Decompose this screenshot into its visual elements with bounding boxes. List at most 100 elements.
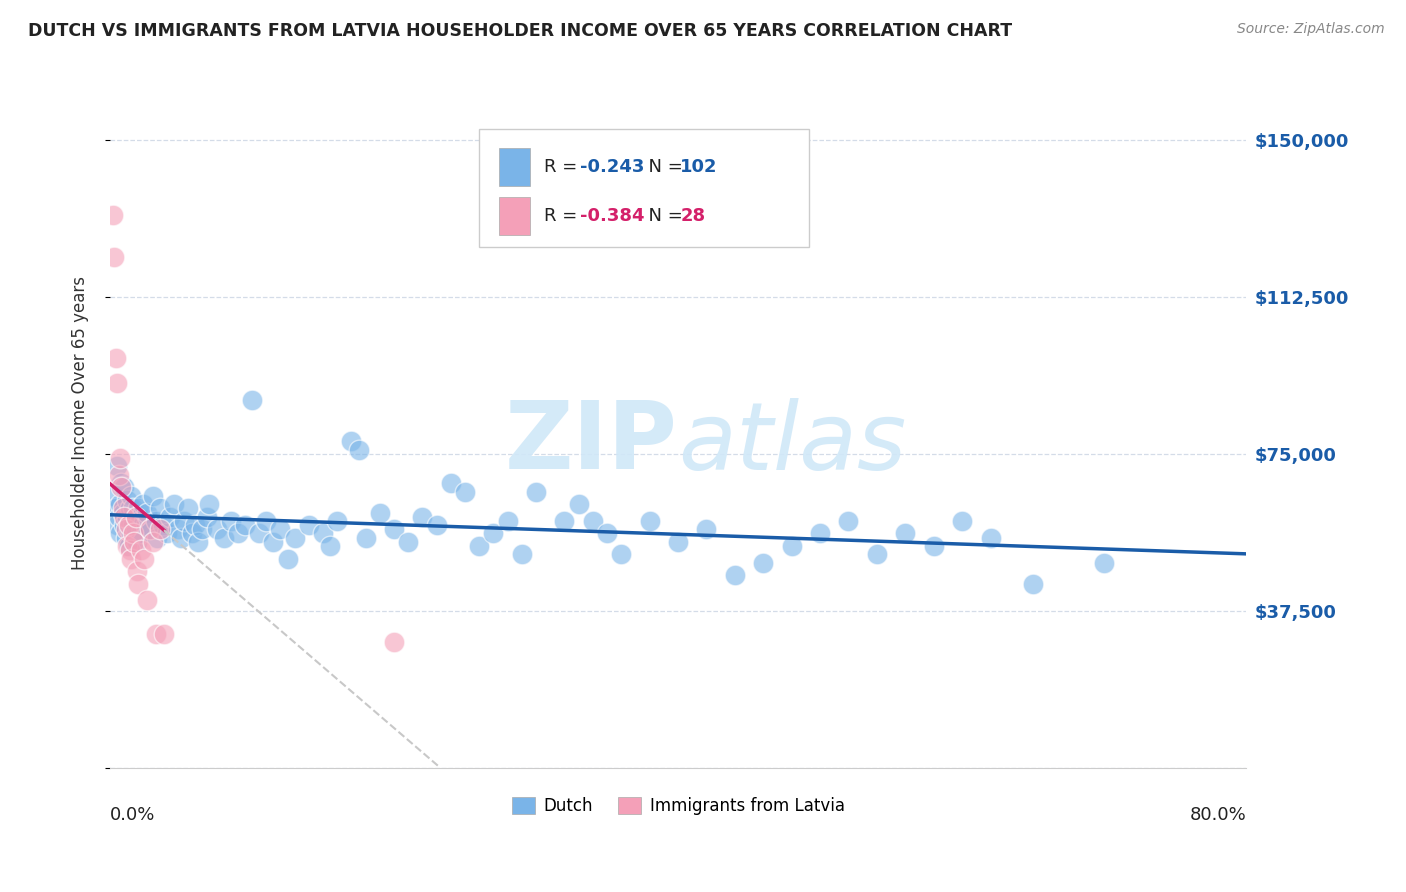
Text: 102: 102: [681, 158, 718, 176]
Point: [125, 534, 148, 549]
Point: [382, 522, 405, 536]
Point: [121, 518, 143, 533]
FancyBboxPatch shape: [479, 129, 808, 246]
Point: [115, 492, 138, 507]
Point: [368, 506, 391, 520]
Point: [103, 489, 125, 503]
Point: [108, 451, 131, 466]
Point: [184, 518, 207, 533]
Point: [134, 551, 156, 566]
Point: [219, 514, 242, 528]
Point: [596, 526, 619, 541]
Point: [104, 501, 127, 516]
Point: [121, 501, 143, 516]
Point: [638, 514, 661, 528]
Point: [153, 627, 176, 641]
Point: [553, 514, 575, 528]
Point: [254, 514, 277, 528]
Point: [142, 489, 165, 503]
Text: 28: 28: [681, 207, 706, 225]
Point: [610, 547, 633, 561]
Point: [226, 526, 249, 541]
Text: N =: N =: [637, 158, 689, 176]
Point: [319, 539, 342, 553]
Point: [114, 522, 136, 536]
Point: [105, 376, 128, 390]
Point: [780, 539, 803, 553]
Point: [894, 526, 917, 541]
Point: [950, 514, 973, 528]
Y-axis label: Householder Income Over 65 years: Householder Income Over 65 years: [72, 276, 89, 570]
Text: N =: N =: [637, 207, 689, 225]
Bar: [499, 148, 530, 186]
Point: [107, 509, 129, 524]
Point: [396, 534, 419, 549]
Point: [115, 539, 138, 553]
Point: [105, 518, 128, 533]
Text: 80.0%: 80.0%: [1189, 805, 1246, 823]
Point: [163, 497, 186, 511]
Point: [440, 476, 463, 491]
Point: [411, 509, 433, 524]
Point: [170, 531, 193, 545]
Point: [695, 522, 717, 536]
Point: [354, 531, 377, 545]
Point: [482, 526, 505, 541]
Point: [468, 539, 491, 553]
Point: [262, 534, 284, 549]
Point: [114, 531, 136, 545]
Point: [167, 522, 190, 536]
Point: [269, 522, 291, 536]
Point: [837, 514, 859, 528]
Point: [108, 497, 131, 511]
Point: [124, 509, 146, 524]
Point: [136, 593, 159, 607]
Point: [233, 518, 256, 533]
Point: [666, 534, 689, 549]
Point: [131, 526, 153, 541]
Point: [582, 514, 605, 528]
Point: [524, 484, 547, 499]
Point: [724, 568, 747, 582]
Point: [284, 531, 307, 545]
Point: [110, 476, 132, 491]
Point: [101, 209, 124, 223]
Point: [979, 531, 1001, 545]
Point: [808, 526, 831, 541]
Text: -0.384: -0.384: [581, 207, 645, 225]
Bar: [499, 197, 530, 235]
Point: [120, 526, 142, 541]
Text: Source: ZipAtlas.com: Source: ZipAtlas.com: [1237, 22, 1385, 37]
Text: ZIP: ZIP: [505, 397, 678, 490]
Point: [135, 518, 157, 533]
Point: [104, 351, 127, 365]
Point: [187, 534, 209, 549]
Point: [496, 514, 519, 528]
Point: [247, 526, 270, 541]
Point: [117, 522, 139, 536]
Text: 0.0%: 0.0%: [110, 805, 156, 823]
Point: [326, 514, 349, 528]
Text: DUTCH VS IMMIGRANTS FROM LATVIA HOUSEHOLDER INCOME OVER 65 YEARS CORRELATION CHA: DUTCH VS IMMIGRANTS FROM LATVIA HOUSEHOL…: [28, 22, 1012, 40]
Point: [159, 509, 181, 524]
Point: [131, 543, 153, 558]
Point: [277, 551, 299, 566]
Point: [118, 501, 141, 516]
Point: [240, 392, 263, 407]
Point: [112, 509, 135, 524]
Point: [205, 522, 228, 536]
Point: [105, 459, 128, 474]
Point: [118, 543, 141, 558]
Point: [177, 501, 200, 516]
Point: [125, 564, 148, 578]
Point: [568, 497, 591, 511]
Text: R =: R =: [544, 158, 583, 176]
Point: [382, 635, 405, 649]
Point: [120, 489, 142, 503]
Point: [112, 480, 135, 494]
Point: [298, 518, 321, 533]
Point: [195, 509, 218, 524]
Point: [426, 518, 449, 533]
Point: [117, 539, 139, 553]
Point: [120, 551, 142, 566]
